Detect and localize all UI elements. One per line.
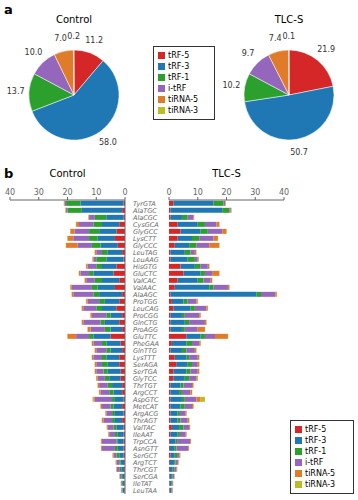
html-text:TLC-S: TLC-S xyxy=(212,168,241,179)
svg-text:0: 0 xyxy=(166,188,171,197)
html-text:i-tRF: i-tRF xyxy=(305,458,324,467)
svg-text:10.2: 10.2 xyxy=(222,81,240,90)
svg-text:21.9: 21.9 xyxy=(317,45,335,54)
svg-text:AlaTGC: AlaTGC xyxy=(133,206,157,215)
svg-text:40: 40 xyxy=(279,188,289,197)
svg-text:ProTGG: ProTGG xyxy=(133,297,158,306)
html-text:tiRNA-3: tiRNA-3 xyxy=(305,480,336,489)
svg-text:ArgCCT: ArgCCT xyxy=(133,388,158,397)
svg-text:30: 30 xyxy=(250,188,260,197)
svg-text:ThrCGT: ThrCGT xyxy=(133,465,158,474)
svg-text:11.2: 11.2 xyxy=(85,36,103,45)
svg-text:TyrGTA: TyrGTA xyxy=(133,199,156,208)
svg-text:AlaCGC: AlaCGC xyxy=(133,213,158,222)
html-text:tRF-5: tRF-5 xyxy=(168,50,190,60)
html-text:tRF-3: tRF-3 xyxy=(168,61,190,71)
svg-text:ThrAGT: ThrAGT xyxy=(133,416,158,425)
svg-text:ValTAC: ValTAC xyxy=(133,423,156,432)
svg-text:GluCTC: GluCTC xyxy=(133,269,157,278)
svg-text:GlyTCC: GlyTCC xyxy=(133,374,157,383)
svg-text:TrpCCA: TrpCCA xyxy=(133,437,157,446)
svg-text:IleAAT: IleAAT xyxy=(133,430,154,439)
svg-text:10.0: 10.0 xyxy=(25,48,43,57)
svg-text:SerAGA: SerAGA xyxy=(133,360,158,369)
html-text:tRF-3: tRF-3 xyxy=(305,436,327,445)
html-text:tiRNA-3: tiRNA-3 xyxy=(168,105,199,115)
svg-text:20: 20 xyxy=(62,188,72,197)
svg-text:LeuTAA: LeuTAA xyxy=(133,487,157,495)
svg-text:AlaAGC: AlaAGC xyxy=(133,290,158,299)
html-text:TLC-S: TLC-S xyxy=(274,14,304,25)
svg-text:10: 10 xyxy=(193,188,203,197)
svg-text:PheGAA: PheGAA xyxy=(133,339,159,348)
html-text:b: b xyxy=(4,166,14,181)
svg-text:7.4: 7.4 xyxy=(269,34,282,43)
svg-text:50.7: 50.7 xyxy=(290,148,308,157)
svg-text:GlnCTG: GlnCTG xyxy=(133,318,158,327)
svg-text:58.0: 58.0 xyxy=(99,138,117,147)
svg-text:20: 20 xyxy=(221,188,231,197)
svg-text:ProAGG: ProAGG xyxy=(133,325,159,334)
svg-text:SerTGA: SerTGA xyxy=(133,367,158,376)
svg-text:LysTTT: LysTTT xyxy=(133,353,156,362)
html-text:tRF-1: tRF-1 xyxy=(305,447,327,456)
svg-text:GlnTTG: GlnTTG xyxy=(133,346,157,355)
html-text:tiRNA-5: tiRNA-5 xyxy=(305,469,336,478)
svg-text:AsnGTT: AsnGTT xyxy=(133,444,158,453)
svg-text:ThrTGT: ThrTGT xyxy=(133,381,157,390)
svg-text:LeuCAG: LeuCAG xyxy=(133,304,159,313)
svg-text:ValAAC: ValAAC xyxy=(133,283,157,292)
svg-text:40: 40 xyxy=(8,188,15,197)
svg-text:10: 10 xyxy=(91,188,101,197)
svg-text:ProCGG: ProCGG xyxy=(133,311,159,320)
svg-text:ValCAC: ValCAC xyxy=(133,276,157,285)
svg-text:13.7: 13.7 xyxy=(8,87,25,96)
svg-text:0.1: 0.1 xyxy=(282,32,295,41)
svg-text:SerCGA: SerCGA xyxy=(133,472,158,481)
svg-text:IleTAT: IleTAT xyxy=(133,479,152,488)
svg-text:LeuTAG: LeuTAG xyxy=(133,248,158,257)
svg-text:LeuAAG: LeuAAG xyxy=(133,255,159,264)
html-text:a: a xyxy=(4,2,13,17)
svg-text:7.0: 7.0 xyxy=(54,34,67,43)
svg-text:9.7: 9.7 xyxy=(242,49,255,58)
svg-text:ArgTCT: ArgTCT xyxy=(133,458,157,467)
html-text:tRF-1: tRF-1 xyxy=(168,72,190,82)
html-text:tiRNA-5: tiRNA-5 xyxy=(168,94,199,104)
svg-text:CysGCA: CysGCA xyxy=(133,220,159,229)
svg-text:HisGTG: HisGTG xyxy=(133,262,158,271)
svg-text:GluTTC: GluTTC xyxy=(133,332,157,341)
svg-text:ArgACG: ArgACG xyxy=(133,409,159,418)
html-text:tRF-5: tRF-5 xyxy=(305,425,327,434)
svg-text:0.2: 0.2 xyxy=(67,32,80,41)
html-text:Control: Control xyxy=(55,14,93,25)
svg-text:GlyGCC: GlyGCC xyxy=(133,227,158,236)
svg-text:LysCTT: LysCTT xyxy=(133,234,157,243)
svg-text:MetCAT: MetCAT xyxy=(133,402,158,411)
html-text:Control: Control xyxy=(49,168,86,179)
svg-text:30: 30 xyxy=(34,188,44,197)
html-text:i-tRF: i-tRF xyxy=(168,83,187,93)
svg-text:SerGCT: SerGCT xyxy=(133,451,158,460)
svg-text:GlyCCC: GlyCCC xyxy=(133,241,158,250)
svg-text:AspGTC: AspGTC xyxy=(133,395,159,404)
svg-text:0: 0 xyxy=(122,188,127,197)
